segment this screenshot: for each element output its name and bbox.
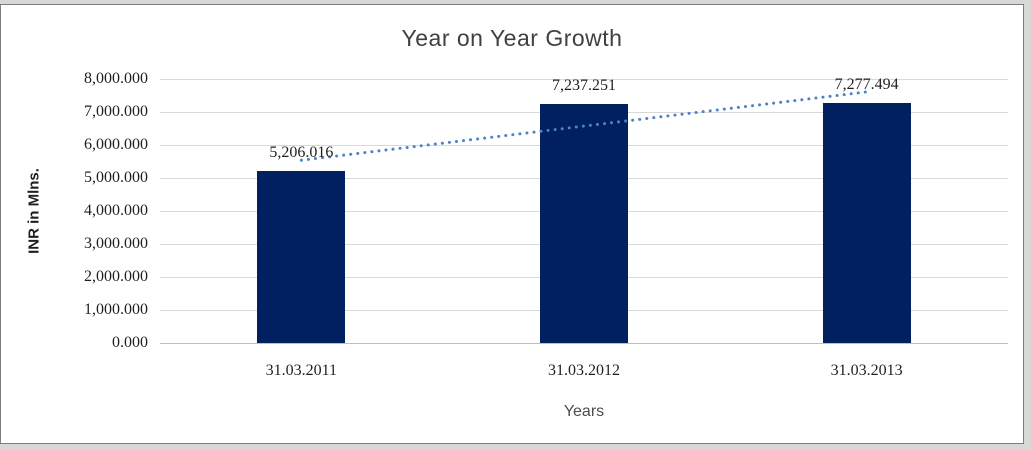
data-label: 5,206.016 bbox=[269, 144, 334, 162]
gridline bbox=[160, 79, 1008, 80]
bar-31.03.2011 bbox=[257, 171, 346, 343]
bar-31.03.2012 bbox=[540, 104, 628, 343]
y-tick-label: 2,000.000 bbox=[84, 268, 148, 285]
y-tick-label: 8,000.000 bbox=[84, 70, 148, 87]
x-axis-title: Years bbox=[563, 403, 605, 420]
x-tick-label: 31.03.2011 bbox=[265, 362, 338, 379]
y-tick-label: 7,000.000 bbox=[84, 103, 148, 120]
x-tick-label: 31.03.2012 bbox=[548, 362, 620, 379]
x-axis-line bbox=[160, 343, 1008, 344]
chart-title: Year on Year Growth bbox=[401, 25, 623, 51]
chart-area: 0.000 1,000.000 2,000.000 3,000.000 4,000.00… bbox=[0, 4, 1024, 444]
y-tick-label: 4,000.000 bbox=[84, 202, 148, 219]
y-tick-label: 1,000.000 bbox=[84, 301, 148, 318]
y-tick-label: 5,000.000 bbox=[84, 169, 148, 186]
data-label: 7,237.251 bbox=[552, 77, 616, 95]
y-tick-label: 0.000 bbox=[112, 334, 148, 351]
data-label: 7,277.494 bbox=[834, 75, 899, 93]
y-tick-label: 6,000.000 bbox=[84, 136, 148, 153]
bar-31.03.2013 bbox=[822, 102, 911, 343]
y-tick-label: 3,000.000 bbox=[84, 235, 148, 252]
y-axis-title: INR in Mlns. bbox=[25, 168, 43, 254]
x-tick-label: 31.03.2013 bbox=[830, 362, 903, 379]
